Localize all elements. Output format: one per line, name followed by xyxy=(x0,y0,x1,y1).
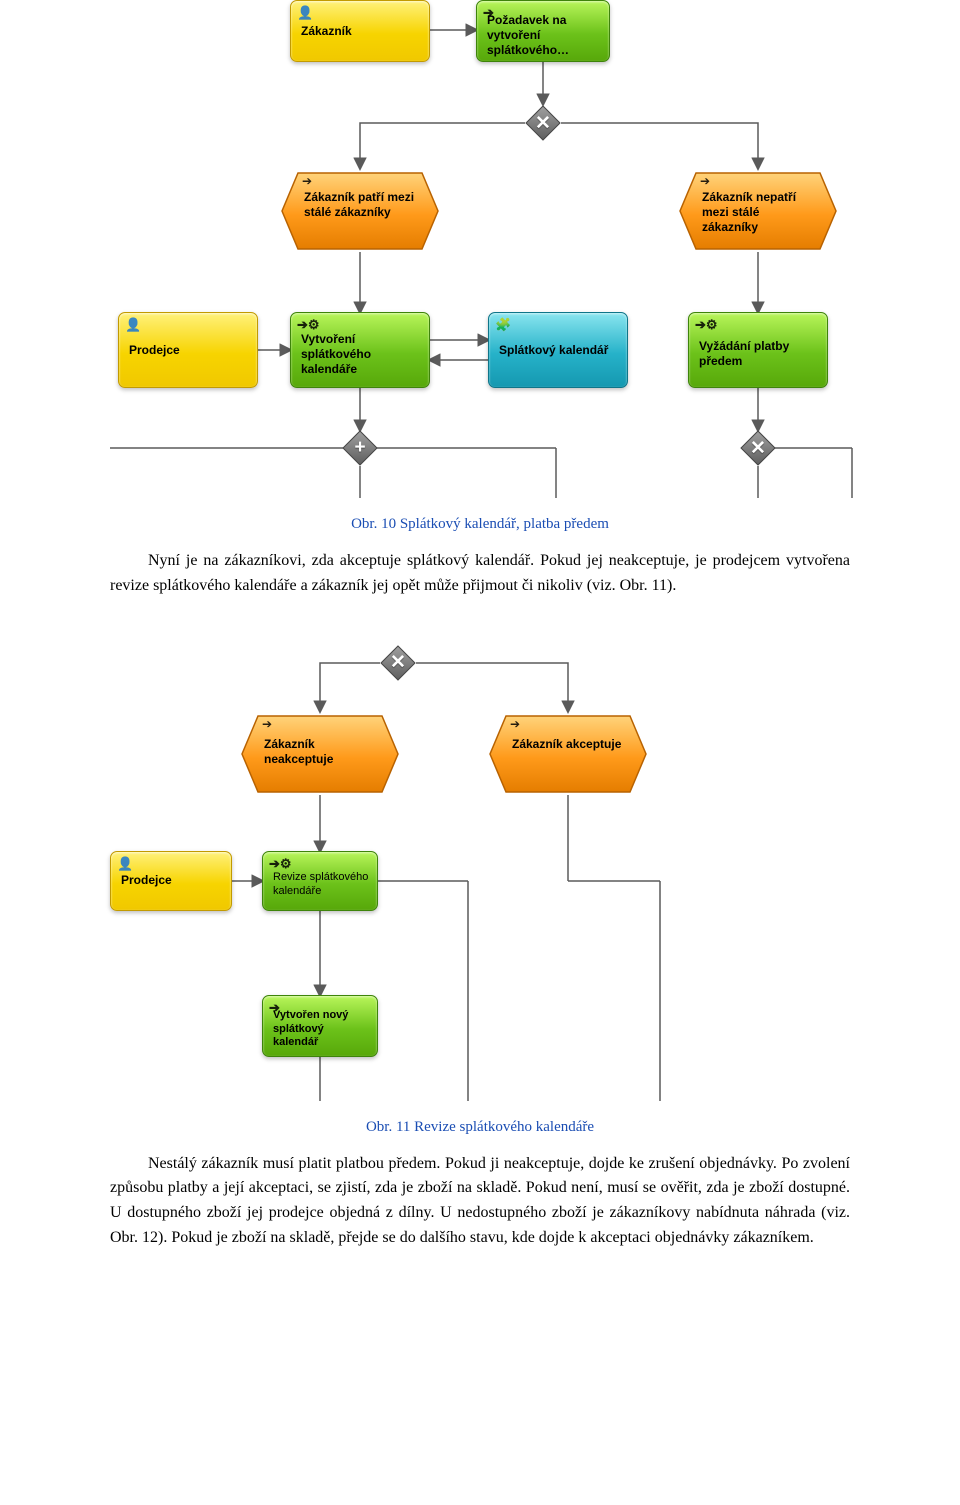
decision-stable-customer: ➔ Zákazník patří mezi stálé zákazníky xyxy=(280,168,440,254)
task-revize: ➔⚙ Revize splátkového kalendáře xyxy=(262,851,378,911)
node-label: Zákazník neakceptuje xyxy=(264,737,378,767)
node-label: Požadavek na vytvoření splátkového… xyxy=(485,5,601,58)
body-paragraph-2: Nestálý zákazník musí platit platbou pře… xyxy=(0,1152,960,1287)
decision-not-stable-customer: ➔ Zákazník nepatří mezi stálé zákazníky xyxy=(678,168,838,254)
x-icon: ✕ xyxy=(525,105,561,141)
actor-prodejce: 👤 Prodejce xyxy=(118,312,258,388)
figure-caption-11: Obr. 11 Revize splátkového kalendáře xyxy=(0,1119,960,1136)
event-vytvoren-novy: ➔ Vytvořen nový splátkový kalendář xyxy=(262,995,378,1057)
task-vyzadani: ➔⚙ Vyžádání platby předem xyxy=(688,312,828,388)
arrow-icon: ➔ xyxy=(510,717,520,731)
puzzle-icon: 🧩 xyxy=(495,317,511,333)
node-label: Prodejce xyxy=(119,873,223,888)
body-paragraph-1: Nyní je na zákazníkovi, zda akceptuje sp… xyxy=(0,549,960,599)
arrow-icon: ➔ xyxy=(483,5,494,21)
x-icon: ✕ xyxy=(380,645,416,681)
gateway-exclusive: ✕ xyxy=(525,105,561,141)
artifact-kalendar: 🧩 Splátkový kalendář xyxy=(488,312,628,388)
gear-arrow-icon: ➔⚙ xyxy=(695,317,718,333)
event-pozadavek: ➔ Požadavek na vytvoření splátkového… xyxy=(476,0,610,62)
diagram-2: ✕ ➔ Zákazník neakceptuje ➔ Zákazník akce… xyxy=(0,615,960,1105)
person-icon: 👤 xyxy=(117,856,133,872)
node-label: Splátkový kalendář xyxy=(497,343,619,358)
arrow-icon: ➔ xyxy=(269,1000,280,1016)
x-icon: ✕ xyxy=(740,430,776,466)
diagram-1: 👤 Zákazník ➔ Požadavek na vytvoření splá… xyxy=(0,0,960,500)
arrow-icon: ➔ xyxy=(700,174,710,188)
node-label: Zákazník akceptuje xyxy=(512,737,626,752)
paragraph-text: Nestálý zákazník musí platit platbou pře… xyxy=(110,1152,850,1251)
person-icon: 👤 xyxy=(125,317,141,333)
gear-arrow-icon: ➔⚙ xyxy=(297,317,320,333)
gateway-exclusive: ✕ xyxy=(380,645,416,681)
node-label: Zákazník nepatří mezi stálé zákazníky xyxy=(702,190,816,235)
gateway-exclusive: ✕ xyxy=(740,430,776,466)
gear-arrow-icon: ➔⚙ xyxy=(269,856,292,872)
task-vytvoreni: ➔⚙ Vytvoření splátkového kalendáře xyxy=(290,312,430,388)
person-icon: 👤 xyxy=(297,5,313,21)
node-label: Zákazník patří mezi stálé zákazníky xyxy=(304,190,418,220)
node-label: Vytvořen nový splátkový kalendář xyxy=(271,1001,369,1050)
actor-zakaznik: 👤 Zákazník xyxy=(290,0,430,62)
paragraph-text: Nyní je na zákazníkovi, zda akceptuje sp… xyxy=(110,549,850,599)
arrow-icon: ➔ xyxy=(262,717,272,731)
decision-neakceptuje: ➔ Zákazník neakceptuje xyxy=(240,711,400,797)
arrow-icon: ➔ xyxy=(302,174,312,188)
node-label: Zákazník xyxy=(299,24,421,39)
gateway-parallel: + xyxy=(342,430,378,466)
node-label: Vyžádání platby předem xyxy=(697,331,819,369)
decision-akceptuje: ➔ Zákazník akceptuje xyxy=(488,711,648,797)
node-label: Prodejce xyxy=(127,343,249,358)
plus-icon: + xyxy=(342,430,378,466)
figure-caption-10: Obr. 10 Splátkový kalendář, platba přede… xyxy=(0,516,960,533)
actor-prodejce-2: 👤 Prodejce xyxy=(110,851,232,911)
